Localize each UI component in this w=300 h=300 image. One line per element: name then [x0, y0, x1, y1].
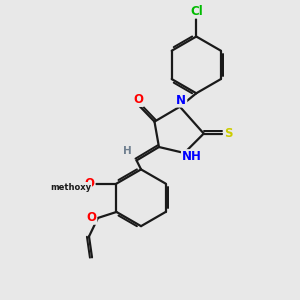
Text: O: O: [86, 211, 96, 224]
Text: methoxy: methoxy: [50, 183, 91, 192]
Text: S: S: [225, 127, 233, 140]
Text: Cl: Cl: [190, 4, 203, 18]
Text: H: H: [123, 146, 132, 157]
Text: N: N: [176, 94, 186, 106]
Text: O: O: [85, 177, 94, 190]
Text: NH: NH: [182, 150, 202, 163]
Text: O: O: [133, 93, 143, 106]
